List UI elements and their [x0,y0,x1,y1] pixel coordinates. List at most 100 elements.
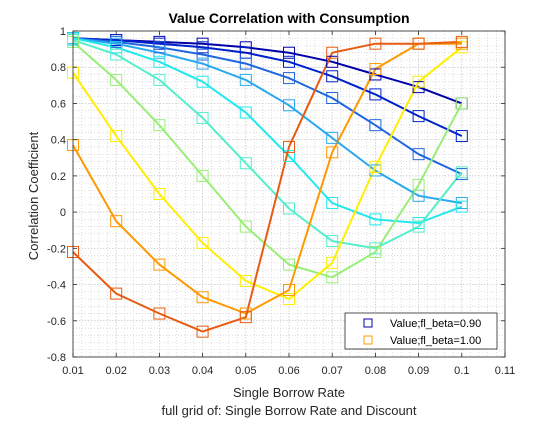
y-tick-label: 0.6 [51,98,66,110]
data-point-marker-series-2 [412,110,425,123]
data-point-marker-series-8 [412,75,425,88]
data-point-marker-series-9 [283,283,295,296]
series-line-3 [72,37,463,176]
data-point-marker-series-2 [455,130,468,143]
x-tick-label: 0.08 [365,365,386,377]
data-point-marker-series-3 [369,119,382,132]
data-point-marker-series-9 [196,291,209,304]
data-point-marker-series-10 [153,307,166,320]
series-line-10 [72,40,462,333]
y-axis-label: Correlation Coefficient [26,131,41,260]
y-tick-label: 0.4 [51,135,66,147]
x-tick-label: 0.06 [278,365,299,377]
chart-title: Value Correlation with Consumption [168,10,409,26]
data-point-marker-series-8 [369,160,382,173]
legend: Value;fl_beta=0.90 Value;fl_beta=1.00 [344,312,498,350]
data-point-marker-series-4 [239,73,252,86]
data-point-marker-series-1 [326,55,339,68]
data-point-marker-series-9 [326,146,339,159]
data-point-marker-series-7 [283,258,295,271]
data-point-marker-series-5 [455,200,468,213]
data-point-marker-series-1 [283,46,295,59]
data-point-marker-series-4 [283,99,295,112]
series-line-7 [72,41,463,279]
series-line-9 [72,42,462,315]
data-point-marker-series-7 [153,119,166,132]
data-point-marker-series-3 [412,148,425,161]
data-point-marker-series-8 [153,188,166,200]
x-tick-label: 0.05 [235,365,256,377]
data-point-marker-series-8 [196,236,209,249]
data-point-marker-series-7 [369,245,382,258]
x-tick-label: 0.07 [321,365,342,377]
data-point-marker-series-6 [326,235,339,248]
y-tick-label: -0.8 [47,352,66,364]
data-point-marker-series-5 [326,197,339,210]
data-point-marker-series-4 [196,57,209,70]
data-point-marker-series-9 [110,215,123,228]
data-point-marker-series-5 [239,106,252,119]
data-point-marker-series-10 [369,37,382,50]
series-lines [72,37,463,333]
data-point-marker-series-10 [283,140,295,153]
x-tick-label: 0.01 [62,365,83,377]
series-line-4 [72,37,462,205]
legend-marker-fl-beta-0-90 [363,318,373,328]
data-point-marker-series-2 [283,55,295,68]
legend-label-fl-beta-1-00: Value;fl_beta=1.00 [390,335,481,347]
data-point-marker-series-5 [196,75,209,88]
data-point-marker-series-8 [239,274,252,287]
x-axis-label: Single Borrow Rate [233,385,345,400]
series-line-6 [72,39,463,250]
data-point-marker-series-3 [196,48,209,61]
data-point-marker-series-2 [326,70,339,83]
data-point-marker-series-6 [412,220,425,233]
data-point-marker-series-3 [326,92,339,105]
data-point-marker-series-9 [153,258,166,271]
data-point-marker-series-6 [196,111,209,124]
data-point-marker-series-5 [283,149,295,162]
data-point-marker-series-7 [455,97,468,110]
data-point-marker-series-6 [153,73,166,86]
figure-subtitle: full grid of: Single Borrow Rate and Dis… [161,403,416,418]
data-point-marker-series-10 [239,311,252,324]
data-point-marker-series-7 [239,220,252,233]
data-point-marker-series-10 [326,46,339,59]
data-point-marker-series-6 [239,157,252,170]
y-tick-label: 0.2 [51,171,66,183]
data-point-marker-series-4 [326,131,339,144]
y-tick-label: 0 [60,207,66,219]
data-point-marker-series-7 [326,271,339,284]
data-point-marker-series-10 [196,325,209,338]
y-tick-label: 0.8 [51,62,66,74]
x-tick-label: 0.03 [149,365,170,377]
data-point-marker-series-6 [283,202,295,215]
data-point-marker-series-2 [196,41,209,54]
x-tick-label: 0.04 [192,365,213,377]
data-point-marker-series-9 [369,63,382,76]
data-point-marker-series-3 [239,57,252,70]
y-tick-label: 1 [60,26,66,38]
y-tick-label: -0.4 [47,280,66,292]
data-point-marker-series-10 [110,287,123,300]
data-point-marker-series-8 [283,293,295,306]
x-axis-ticks: 0.01 0.02 0.03 0.04 0.05 0.06 0.07 0.08 0.09 0.1 0… [62,31,515,377]
series-line-5 [72,37,463,224]
x-tick-label: 0.11 [495,365,516,377]
x-tick-label: 0.02 [105,365,126,377]
data-point-marker-series-4 [153,46,166,59]
series-markers [67,32,468,338]
legend-label-fl-beta-0-90: Value;fl_beta=0.90 [390,318,481,330]
data-point-marker-series-6 [455,166,468,179]
data-point-marker-series-6 [110,48,123,61]
legend-marker-fl-beta-1-00 [363,335,373,345]
x-tick-label: 0.09 [408,365,429,377]
y-tick-label: -0.6 [47,316,66,328]
data-point-marker-series-2 [369,88,382,101]
data-point-marker-series-8 [110,130,123,143]
data-point-marker-series-7 [196,169,209,182]
data-point-marker-series-3 [283,72,295,85]
data-point-marker-series-7 [110,73,123,86]
